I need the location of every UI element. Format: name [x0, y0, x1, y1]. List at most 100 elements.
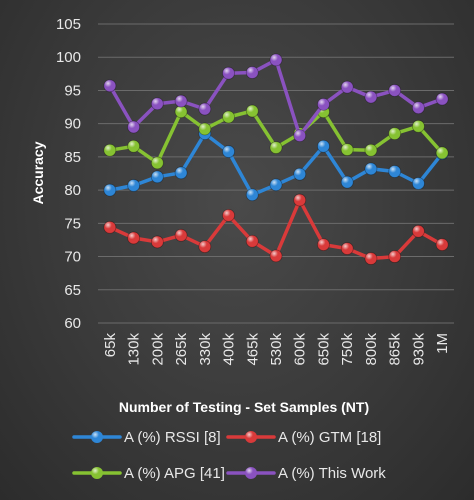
x-tick-label: 200k	[149, 333, 166, 366]
data-point-highlight	[246, 235, 259, 248]
data-point-highlight	[270, 249, 282, 262]
x-tick-label: 750k	[339, 333, 356, 366]
data-point-highlight	[175, 105, 188, 118]
x-tick-label: 1M	[434, 333, 451, 354]
y-tick-label: 105	[56, 16, 81, 33]
y-tick-label: 80	[64, 182, 81, 199]
series-a-apg-41	[103, 104, 449, 170]
x-tick-label: 530k	[268, 333, 285, 366]
data-point-highlight	[341, 176, 354, 189]
data-point-highlight	[198, 103, 211, 116]
data-point-highlight	[436, 146, 449, 159]
legend: A (%) RSSI [8] A (%) GTM [18] A (%) APG [4…	[72, 429, 386, 482]
y-tick-label: 90	[64, 116, 81, 133]
data-point-highlight	[364, 162, 377, 175]
legend-entry-a-rssi-8: A (%) RSSI [8]	[72, 429, 221, 446]
y-tick-label: 85	[64, 149, 81, 166]
data-point-highlight	[103, 144, 116, 157]
data-point-highlight	[293, 168, 306, 181]
legend-entry-a-this-work: A (%) This Work	[226, 465, 386, 482]
data-point-highlight	[198, 122, 211, 135]
y-tick-label: 70	[64, 249, 81, 266]
series-a-rssi-8	[103, 127, 449, 202]
data-point-highlight	[127, 179, 140, 192]
data-point-highlight	[103, 221, 116, 234]
data-point-highlight	[151, 156, 164, 169]
data-point-highlight	[388, 165, 401, 178]
data-point-highlight	[270, 53, 282, 66]
data-point-highlight	[436, 238, 449, 251]
series-lines	[103, 53, 449, 265]
data-point-highlight	[317, 98, 330, 111]
data-point-highlight	[127, 231, 140, 244]
data-point-highlight	[246, 66, 259, 79]
x-tick-label: 330k	[197, 333, 214, 366]
legend-label: A (%) RSSI [8]	[124, 429, 221, 446]
y-tick-label: 65	[64, 282, 81, 299]
data-point-highlight	[412, 120, 425, 133]
legend-label: A (%) APG [41]	[124, 465, 225, 482]
x-tick-label: 650k	[315, 333, 332, 366]
x-tick-label: 400k	[221, 333, 238, 366]
x-tick-label: 65k	[102, 333, 119, 358]
data-point-highlight	[364, 144, 377, 157]
data-point-highlight	[103, 79, 116, 92]
data-point-highlight	[412, 225, 425, 238]
data-point-highlight	[317, 238, 330, 251]
data-point-highlight	[127, 120, 140, 133]
legend-entry-a-gtm-18: A (%) GTM [18]	[226, 429, 381, 446]
data-point-highlight	[388, 250, 401, 263]
x-axis-ticks: 65k 130k 200k 265k 330k 400k 465k 530k 600k 650k 7…	[102, 333, 451, 366]
data-point-highlight	[293, 129, 306, 142]
x-tick-label: 800k	[363, 333, 380, 366]
data-point-highlight	[175, 166, 188, 179]
data-point-highlight	[388, 84, 401, 97]
series-a-this-work	[103, 53, 449, 143]
data-point-highlight	[364, 252, 377, 265]
y-axis-title: Accuracy	[30, 141, 46, 204]
data-point-highlight	[198, 240, 211, 253]
data-point-highlight	[364, 91, 377, 104]
y-tick-label: 60	[64, 315, 81, 332]
data-point-highlight	[293, 194, 306, 207]
data-point-highlight	[388, 127, 401, 140]
data-point-highlight	[412, 101, 425, 114]
x-tick-label: 465k	[244, 333, 261, 366]
data-point-highlight	[222, 145, 235, 158]
data-point-highlight	[341, 242, 354, 255]
y-axis-ticks: 60 65 70 75 80 85 90 95 100 105	[56, 16, 81, 332]
y-tick-label: 95	[64, 82, 81, 99]
data-point-highlight	[151, 97, 164, 110]
x-tick-label: 865k	[387, 333, 404, 366]
x-tick-label: 265k	[173, 333, 190, 366]
data-point-highlight	[270, 141, 282, 154]
data-point-highlight	[246, 188, 259, 201]
legend-label: A (%) GTM [18]	[278, 429, 381, 446]
data-point-highlight	[341, 143, 354, 156]
data-point-highlight	[127, 140, 140, 153]
data-point-highlight	[151, 235, 164, 248]
data-point-highlight	[222, 111, 235, 124]
data-point-highlight	[317, 140, 330, 153]
x-axis-title: Number of Testing - Set Samples (NT)	[119, 399, 369, 415]
data-point-highlight	[222, 209, 235, 222]
data-point-highlight	[341, 81, 354, 94]
y-tick-label: 75	[64, 215, 81, 232]
data-point-highlight	[151, 170, 164, 183]
data-point-highlight	[246, 105, 259, 118]
x-tick-label: 600k	[292, 333, 309, 366]
series-line	[108, 58, 444, 138]
data-point-highlight	[175, 95, 188, 108]
data-point-highlight	[103, 184, 116, 197]
data-point-highlight	[270, 178, 282, 191]
legend-label: A (%) This Work	[278, 465, 386, 482]
y-tick-label: 100	[56, 49, 81, 66]
x-tick-label: 930k	[410, 333, 427, 366]
x-tick-label: 130k	[126, 333, 143, 366]
series-a-gtm-18	[103, 193, 449, 265]
data-point-highlight	[412, 177, 425, 190]
data-point-highlight	[175, 229, 188, 242]
data-point-highlight	[222, 67, 235, 80]
data-point-highlight	[436, 93, 449, 106]
